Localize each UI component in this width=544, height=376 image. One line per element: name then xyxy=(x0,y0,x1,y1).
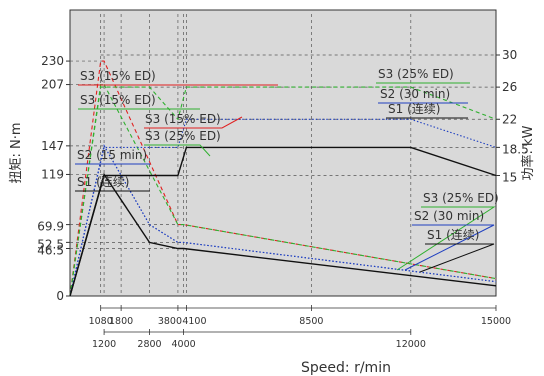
x-lower-tick-label: 1200 xyxy=(92,339,116,350)
annotation-label: S3 (25% ED) xyxy=(145,129,221,143)
x-axis-label: Speed: r/min xyxy=(301,360,391,376)
y-left-tick-label: 46.5 xyxy=(37,244,64,258)
x-upper-tick-label: 8500 xyxy=(299,316,323,327)
annotation-label: S1 (连续) xyxy=(77,174,129,189)
annotation-label: S2 (15 min) xyxy=(77,148,147,162)
annotation-label: S2 (30 min) xyxy=(414,209,484,223)
power-series-line-0 xyxy=(69,86,497,297)
annotation-label: S3 (15% ED) xyxy=(145,112,221,126)
y-right-tick-label: 26 xyxy=(502,80,517,94)
torque-series-line-3 xyxy=(69,144,497,297)
y-axis-right-label: 功率: kW xyxy=(520,125,536,180)
power-series-line-2 xyxy=(69,146,497,297)
y-left-tick-label: 207 xyxy=(41,78,64,92)
y-left-tick-label: 147 xyxy=(41,139,64,153)
x-upper-tick-label: 1080 xyxy=(89,316,113,327)
y-right-tick-label: 15 xyxy=(502,170,517,184)
y-left-tick-label: 52.5 xyxy=(37,237,64,251)
y-left-tick-label: 119 xyxy=(41,167,64,181)
annotation-leader-line xyxy=(144,144,211,157)
plot-area xyxy=(69,9,497,297)
annotation-label: S3 (25% ED) xyxy=(423,191,499,205)
y-left-tick-label: 230 xyxy=(41,54,64,68)
y-axis-left-label: 扭矩: N·m xyxy=(9,122,24,183)
x-upper-tick-label: 1800 xyxy=(109,316,133,327)
y-right-tick-label: 18.5 xyxy=(502,142,529,156)
x-upper-tick-label: 4100 xyxy=(182,316,206,327)
y-right-tick-label: 30 xyxy=(502,48,517,62)
annotation-leader-line xyxy=(404,224,495,271)
annotation-leader-line xyxy=(396,206,496,271)
y-left-tick-label: 0 xyxy=(56,289,64,303)
torque-series-line-0 xyxy=(69,60,497,297)
power-series-line-1 xyxy=(69,118,497,297)
annotation-label: S1 (连续) xyxy=(427,227,479,242)
annotation-leader-line xyxy=(419,243,495,273)
annotation-label: S2 (30 min) xyxy=(380,87,450,101)
x-lower-tick-label: 2800 xyxy=(137,339,161,350)
annotation-label: S3 (15% ED) xyxy=(80,93,156,107)
x-upper-tick-label: 3800 xyxy=(158,316,182,327)
annotation-leader-line xyxy=(144,116,243,129)
annotation-label: S1 (连续) xyxy=(388,101,440,116)
y-left-tick-label: 69.9 xyxy=(37,220,64,234)
annotation-label: S3 (25% ED) xyxy=(378,67,454,81)
x-upper-tick-label: 15000 xyxy=(481,316,511,327)
x-lower-tick-label: 12000 xyxy=(396,339,426,350)
x-lower-tick-label: 4000 xyxy=(172,339,196,350)
annotation-label: S3 (15% ED) xyxy=(80,69,156,83)
y-right-tick-label: 22 xyxy=(502,112,517,126)
